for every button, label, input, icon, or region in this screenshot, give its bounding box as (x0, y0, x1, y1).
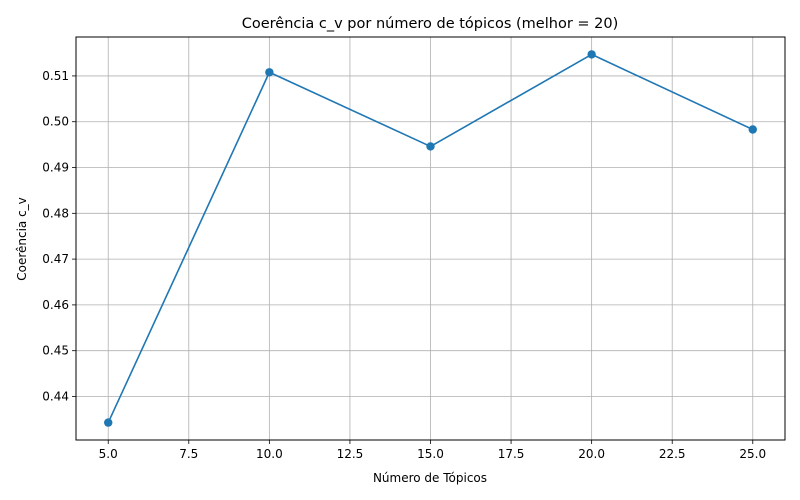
y-tick-label: 0.47 (42, 252, 69, 266)
y-tick-label: 0.50 (42, 115, 69, 129)
x-tick-label: 22.5 (659, 447, 686, 461)
y-tick-label: 0.46 (42, 298, 69, 312)
y-tick-label: 0.49 (42, 161, 69, 175)
y-tick-label: 0.48 (42, 206, 69, 220)
y-axis: 0.44 0.45 0.46 0.47 0.48 0.49 0.50 0.51 (42, 69, 76, 403)
y-axis-title: Coerência c_v (15, 197, 29, 281)
grid (76, 37, 785, 440)
x-axis-title: Número de Tópicos (373, 471, 487, 485)
y-tick-label: 0.45 (42, 344, 69, 358)
x-tick-label: 17.5 (498, 447, 525, 461)
chart-title: Coerência c_v por número de tópicos (mel… (242, 16, 619, 32)
data-point (426, 142, 435, 151)
x-tick-label: 7.5 (179, 447, 198, 461)
x-tick-label: 15.0 (417, 447, 444, 461)
x-axis: 5.0 7.5 10.0 12.5 15.0 17.5 20.0 22.5 25.0 (99, 440, 766, 461)
x-tick-label: 20.0 (578, 447, 605, 461)
data-point (104, 418, 113, 427)
x-tick-label: 25.0 (739, 447, 766, 461)
y-tick-label: 0.51 (42, 69, 69, 83)
x-tick-label: 5.0 (99, 447, 118, 461)
data-point (748, 125, 757, 134)
data-point (265, 68, 274, 77)
data-point (587, 50, 596, 59)
y-tick-label: 0.44 (42, 389, 69, 403)
x-tick-label: 10.0 (256, 447, 283, 461)
x-tick-label: 12.5 (337, 447, 364, 461)
series-line (104, 50, 757, 427)
